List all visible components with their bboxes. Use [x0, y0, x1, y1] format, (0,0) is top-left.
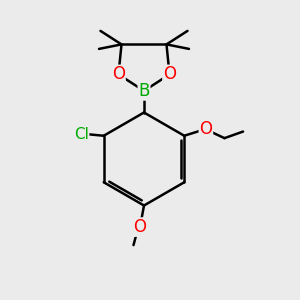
Text: O: O — [112, 65, 125, 83]
Text: O: O — [163, 65, 176, 83]
Text: O: O — [200, 120, 212, 138]
Text: B: B — [138, 82, 150, 100]
Text: O: O — [133, 218, 146, 236]
Text: Cl: Cl — [74, 127, 89, 142]
